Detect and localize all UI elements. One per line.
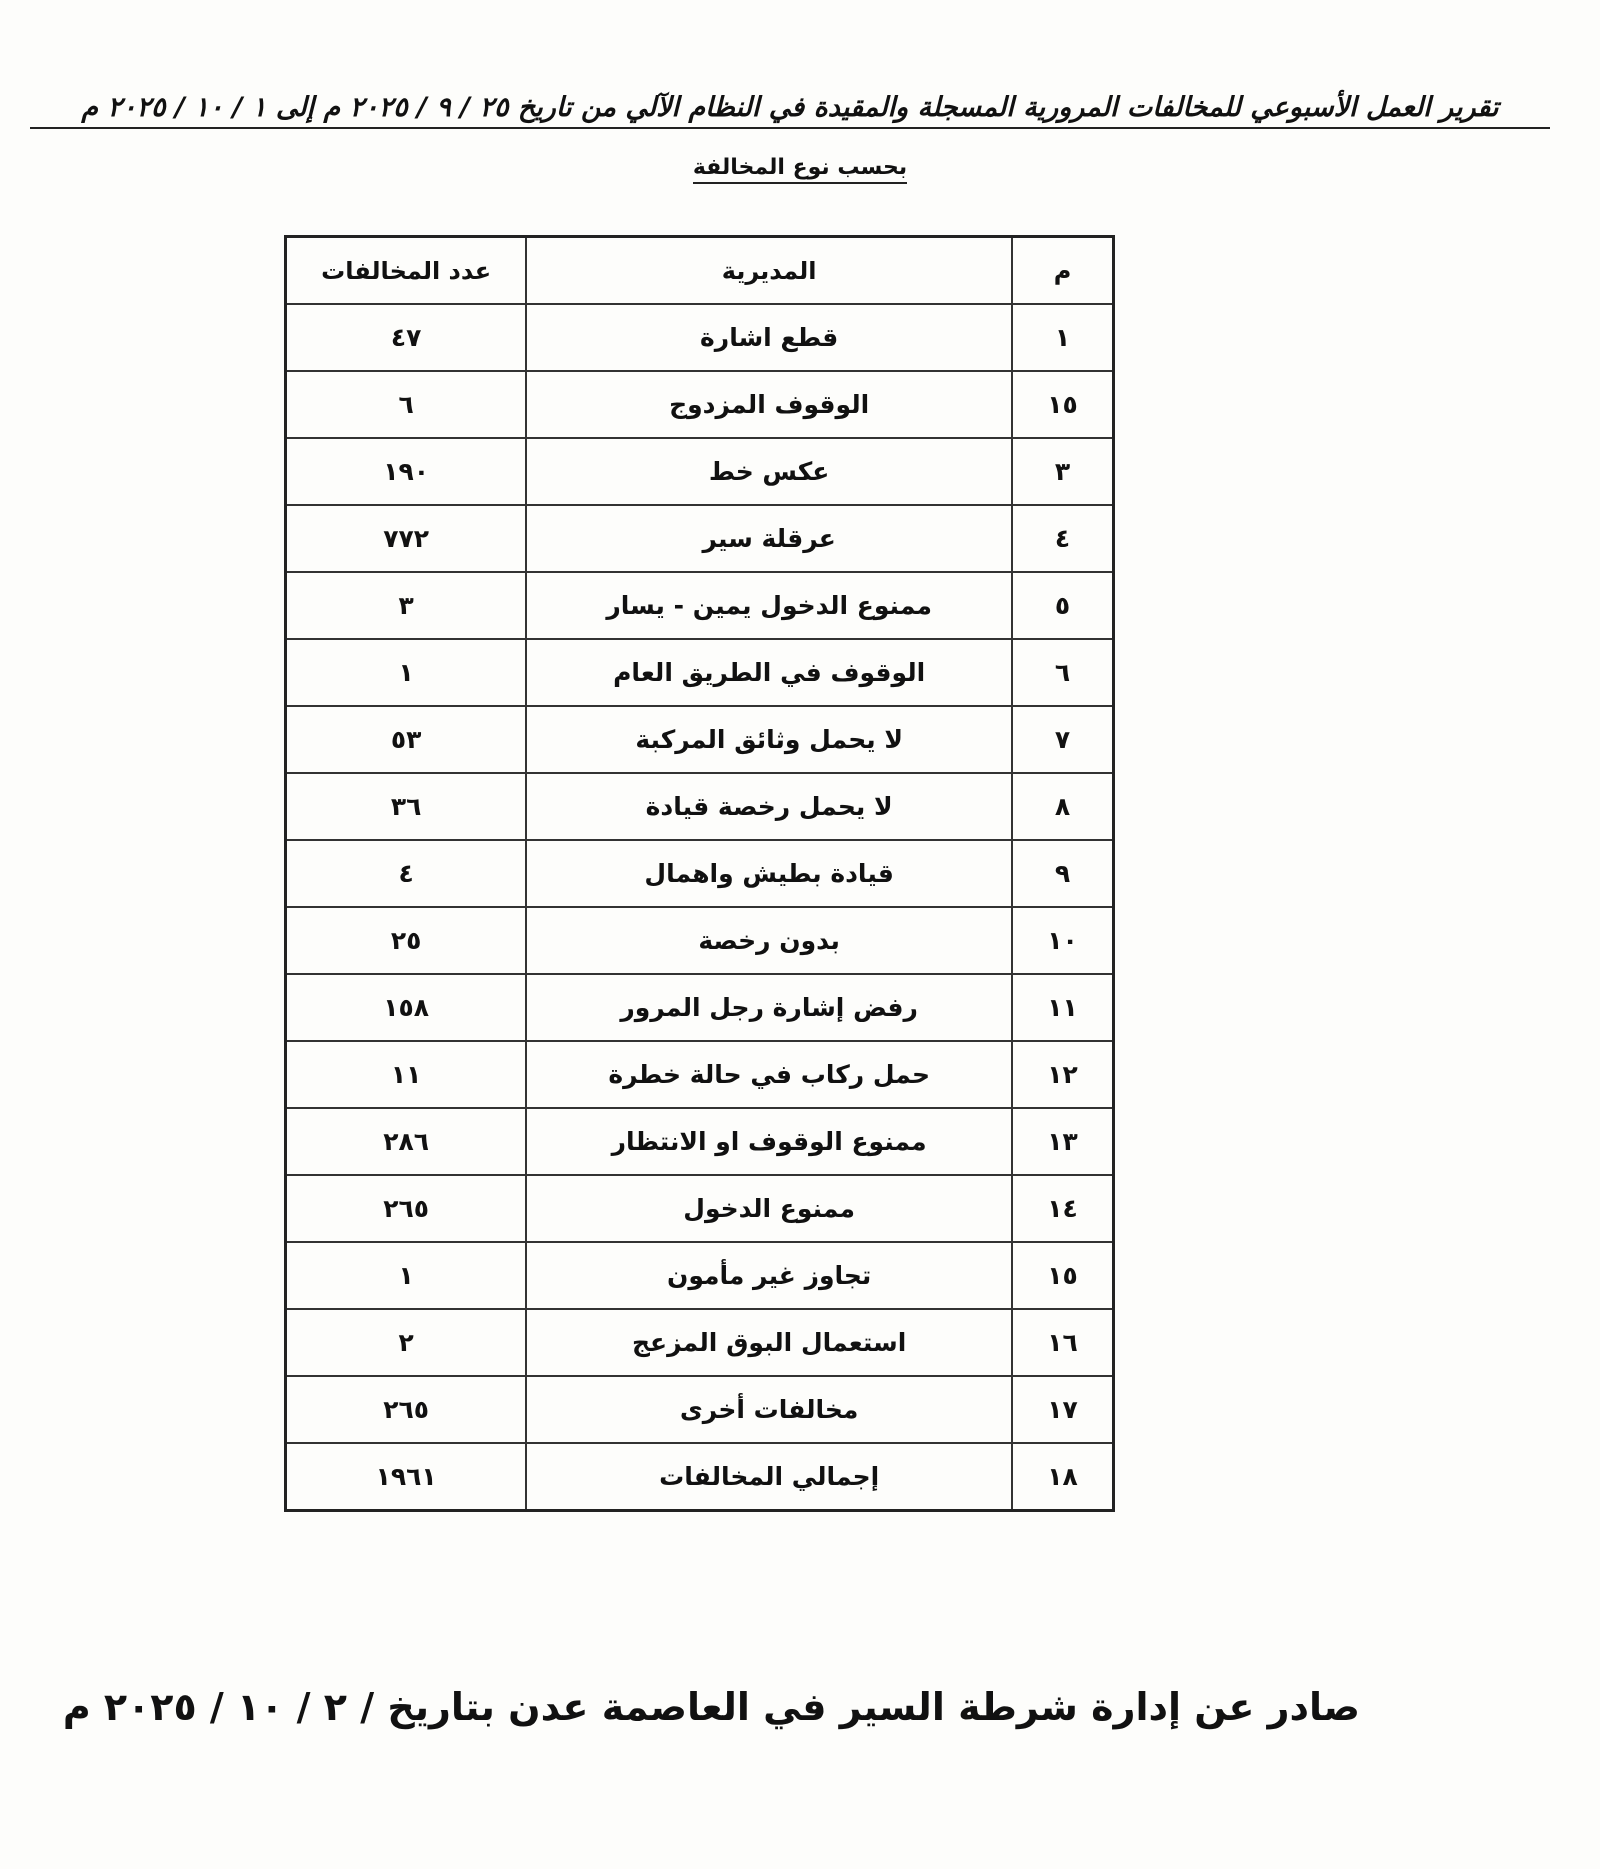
table-cell: الوقوف المزدوج — [525, 370, 1014, 439]
table-cell: ٥ — [1011, 571, 1115, 640]
table-row: ٩ قيادة بطيش واهمال ٤ — [284, 839, 1115, 908]
column-header: المديرية — [525, 235, 1014, 305]
table-row: ١٢ حمل ركاب في حالة خطرة ١١ — [284, 1040, 1115, 1109]
table-cell: تجاوز غير مأمون — [525, 1241, 1014, 1310]
footer-note: صادر عن إدارة شرطة السير في العاصمة عدن … — [62, 1685, 1360, 1729]
report-subtitle: بحسب نوع المخالفة — [692, 155, 908, 184]
table-cell: ٤ — [284, 839, 528, 908]
table-cell: ٤ — [1011, 504, 1115, 573]
table-cell: عكس خط — [525, 437, 1014, 506]
column-header: عدد المخالفات — [284, 235, 528, 305]
table-cell: ١٩٠ — [284, 437, 528, 506]
table-cell: ١٨ — [1011, 1442, 1115, 1512]
table-cell: ممنوع الدخول يمين - يسار — [525, 571, 1014, 640]
table-cell: ٤٧ — [284, 303, 528, 372]
table-cell: قطع اشارة — [525, 303, 1014, 372]
table-cell: ٣ — [1011, 437, 1115, 506]
table-cell: ١ — [1011, 303, 1115, 372]
table-row: ١ قطع اشارة ٤٧ — [284, 303, 1115, 372]
table-cell: ١٣ — [1011, 1107, 1115, 1176]
table-row: ١٨ إجمالي المخالفات ١٩٦١ — [284, 1442, 1115, 1512]
table-cell: ١١ — [284, 1040, 528, 1109]
table-cell: ٢٦٥ — [284, 1174, 528, 1243]
table-cell: ١٧ — [1011, 1375, 1115, 1444]
subtitle-wrap: بحسب نوع المخالفة — [0, 155, 1600, 184]
table-cell: ٦ — [1011, 638, 1115, 707]
table-cell: لا يحمل وثائق المركبة — [525, 705, 1014, 774]
table-cell: ٥٣ — [284, 705, 528, 774]
table-cell: ٦ — [284, 370, 528, 439]
table-cell: لا يحمل رخصة قيادة — [525, 772, 1014, 841]
table-row: ١٤ ممنوع الدخول ٢٦٥ — [284, 1174, 1115, 1243]
table-row: ٦ الوقوف في الطريق العام ١ — [284, 638, 1115, 707]
table-row: ٥ ممنوع الدخول يمين - يسار ٣ — [284, 571, 1115, 640]
table-cell: ١٥ — [1011, 1241, 1115, 1310]
table-cell: ٢٥ — [284, 906, 528, 975]
table-row: ١٣ ممنوع الوقوف او الانتظار ٢٨٦ — [284, 1107, 1115, 1176]
table-row: ١٧ مخالفات أخرى ٢٦٥ — [284, 1375, 1115, 1444]
table-row: ٣ عكس خط ١٩٠ — [284, 437, 1115, 506]
table-row: ٨ لا يحمل رخصة قيادة ٣٦ — [284, 772, 1115, 841]
table-cell: ممنوع الوقوف او الانتظار — [525, 1107, 1014, 1176]
table-row: ١٦ استعمال البوق المزعج ٢ — [284, 1308, 1115, 1377]
table-cell: استعمال البوق المزعج — [525, 1308, 1014, 1377]
table-head: م المديرية عدد المخالفات — [284, 235, 1115, 305]
report-title: تقرير العمل الأسبوعي للمخالفات المرورية … — [30, 92, 1550, 129]
table-cell: ٨ — [1011, 772, 1115, 841]
table-cell: ٧٧٢ — [284, 504, 528, 573]
table-cell: ١٤ — [1011, 1174, 1115, 1243]
table-cell: ١٩٦١ — [284, 1442, 528, 1512]
table-row: ١٥ تجاوز غير مأمون ١ — [284, 1241, 1115, 1310]
table-cell: ٣٦ — [284, 772, 528, 841]
table-cell: إجمالي المخالفات — [525, 1442, 1014, 1512]
table-cell: قيادة بطيش واهمال — [525, 839, 1014, 908]
table-cell: عرقلة سير — [525, 504, 1014, 573]
table-row: ٤ عرقلة سير ٧٧٢ — [284, 504, 1115, 573]
table-cell: ١٦ — [1011, 1308, 1115, 1377]
table-cell: ١٠ — [1011, 906, 1115, 975]
table-cell: ٣ — [284, 571, 528, 640]
table-body: ١ قطع اشارة ٤٧ ١٥ الوقوف المزدوج ٦ ٣ عكس خط ١٩٠ ٤… — [284, 303, 1115, 1512]
header-row: م المديرية عدد المخالفات — [284, 235, 1115, 305]
column-header: م — [1011, 235, 1115, 305]
table-cell: حمل ركاب في حالة خطرة — [525, 1040, 1014, 1109]
table-row: ١٥ الوقوف المزدوج ٦ — [284, 370, 1115, 439]
violations-table: م المديرية عدد المخالفات ١ قطع اشارة ٤٧ ١٥ الو… — [284, 235, 1115, 1512]
table-cell: ١ — [284, 1241, 528, 1310]
table-row: ١٠ بدون رخصة ٢٥ — [284, 906, 1115, 975]
table-cell: مخالفات أخرى — [525, 1375, 1014, 1444]
table-cell: الوقوف في الطريق العام — [525, 638, 1014, 707]
table-cell: ١١ — [1011, 973, 1115, 1042]
table-cell: ٩ — [1011, 839, 1115, 908]
table-cell: ٢ — [284, 1308, 528, 1377]
table-cell: بدون رخصة — [525, 906, 1014, 975]
table-cell: ٢٨٦ — [284, 1107, 528, 1176]
table-cell: ١٥ — [1011, 370, 1115, 439]
table-row: ١١ رفض إشارة رجل المرور ١٥٨ — [284, 973, 1115, 1042]
table-cell: ١٢ — [1011, 1040, 1115, 1109]
table-cell: ١ — [284, 638, 528, 707]
table-cell: ممنوع الدخول — [525, 1174, 1014, 1243]
table-cell: ٧ — [1011, 705, 1115, 774]
table-row: ٧ لا يحمل وثائق المركبة ٥٣ — [284, 705, 1115, 774]
table-cell: رفض إشارة رجل المرور — [525, 973, 1014, 1042]
table-cell: ٢٦٥ — [284, 1375, 528, 1444]
table-cell: ١٥٨ — [284, 973, 528, 1042]
